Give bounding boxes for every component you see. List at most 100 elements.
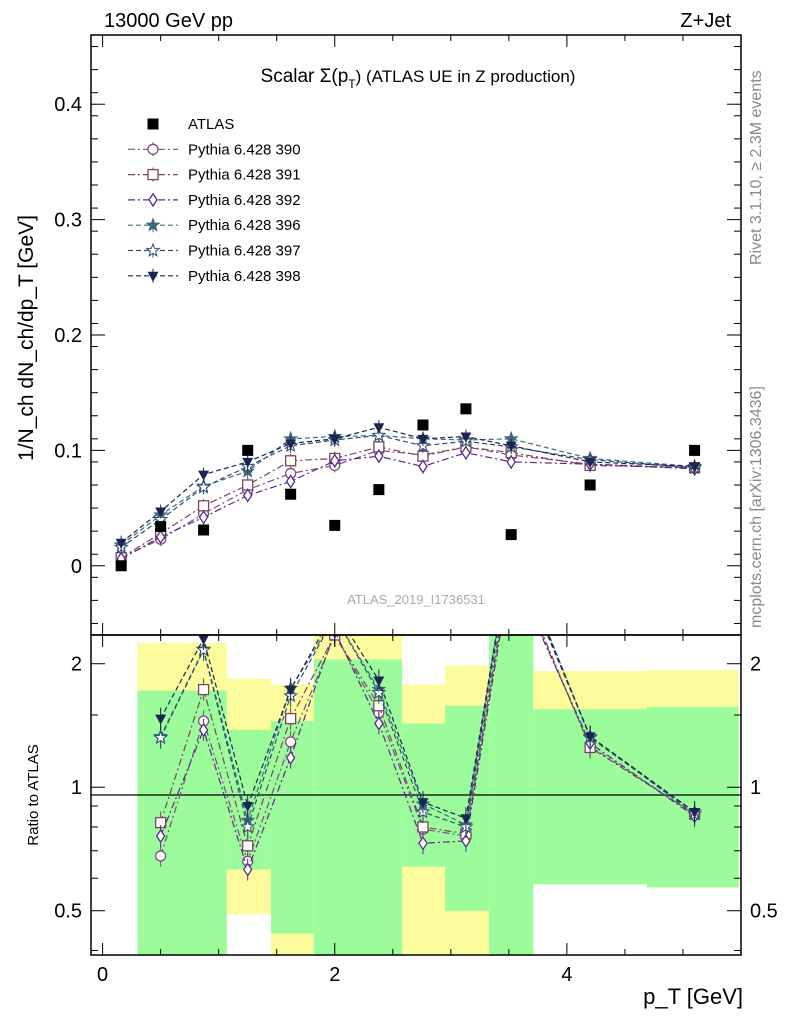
main-point-s398: [285, 439, 297, 450]
y-tick-label: 0.3: [54, 210, 82, 232]
ratio-point-s392: [285, 750, 296, 765]
main-point-s398: [155, 507, 167, 518]
main-series-group: [113, 403, 703, 572]
main-point-data: [115, 560, 127, 572]
main-line-s392: [120, 452, 695, 560]
ratio-point-s392: [198, 722, 209, 738]
main-point-data: [329, 519, 341, 531]
main-point-data: [242, 444, 254, 456]
ratio-point-s398: [689, 808, 701, 819]
main-point-s398: [584, 457, 596, 468]
ratio-point-s397: [153, 729, 169, 745]
main-point-s392: [506, 454, 516, 470]
ratio-point-s398: [242, 802, 254, 813]
main-point-s392: [418, 459, 428, 474]
ratio-panel-frame: [90, 634, 742, 956]
legend-marker-s396: [145, 217, 161, 232]
ratio-point-s398: [329, 606, 340, 616]
main-point-s392: [461, 445, 471, 460]
main-point-s398: [329, 434, 341, 445]
ratio-point-s398: [285, 685, 297, 696]
x-axis-label: p_T [GeV]: [643, 984, 743, 1009]
legend-marker-s391: [147, 168, 159, 181]
main-point-s391: [197, 500, 210, 512]
main-point-s398: [198, 470, 210, 481]
legend-marker-s392: [148, 192, 158, 208]
main-point-s398: [689, 462, 701, 473]
main-point-data: [285, 488, 297, 500]
ratio-point-s391: [242, 840, 254, 852]
legend: ATLAS Pythia 6.428 390 Pythia 6.428 391 Pyt…: [128, 116, 301, 285]
ratio-point-s390: [154, 850, 167, 862]
main-point-data: [460, 403, 472, 415]
ratio-point-s397: [505, 543, 517, 555]
ratio-point-s398: [584, 732, 596, 743]
ratio-point-s390: [506, 559, 516, 569]
ratio-point-s398: [417, 798, 429, 809]
main-line-s398: [120, 426, 695, 544]
y-tick-label: 0.2: [54, 325, 82, 347]
main-point-data: [198, 524, 210, 536]
ratio-y-tick-label-right: 0.5: [750, 901, 778, 923]
process-label: Z+Jet: [680, 10, 731, 32]
ratio-point-s390: [284, 736, 297, 748]
main-point-s392: [155, 529, 166, 545]
chart-title: Scalar Σ(pT) (ATLAS UE in Z production): [261, 66, 576, 91]
ratio-y-tick-label-left: 1: [71, 777, 82, 799]
band-inner-0: [137, 690, 227, 955]
y-tick-label: 0: [71, 556, 82, 578]
legend-label-data: ATLAS: [188, 116, 234, 133]
legend-label-s391: Pythia 6.428 391: [188, 167, 301, 184]
ratio-point-s392: [242, 862, 253, 877]
ratio-point-s391: [284, 712, 297, 725]
legend-label-s398: Pythia 6.428 398: [188, 268, 301, 285]
ratio-clipped: [153, 541, 703, 881]
main-point-s397: [196, 479, 212, 494]
main-point-s397: [371, 427, 387, 442]
ratio-series-group: [153, 541, 703, 881]
ratio-point-s398: [198, 635, 209, 645]
x-tick-label: 2: [329, 964, 340, 986]
ratio-point-s397: [329, 611, 341, 623]
main-point-s398: [417, 434, 429, 445]
main-y-axis-label: 1/N_ch dN_ch/dp_T [GeV]: [15, 215, 38, 461]
main-point-data: [505, 529, 517, 541]
ratio-y-tick-label-left: 0.5: [54, 901, 82, 923]
ratio-point-s397: [240, 819, 256, 834]
main-point-s398: [242, 457, 254, 468]
main-line-s397: [120, 434, 695, 548]
ratio-point-s397: [371, 684, 387, 700]
legend-marker-s390: [147, 143, 159, 155]
main-point-s392: [374, 448, 384, 464]
legend-label-s396: Pythia 6.428 396: [188, 217, 301, 234]
ratio-uncertainty-bands: [137, 635, 739, 955]
ratio-point-s391: [417, 821, 429, 833]
ratio-point-s398: [373, 676, 385, 687]
ratio-point-s391: [506, 554, 516, 564]
band-inner-3: [313, 659, 403, 955]
rivet-note: Rivet 3.1.10, ≥ 2.3M events: [748, 70, 765, 265]
energy-label: 13000 GeV pp: [104, 10, 233, 32]
main-point-data: [584, 479, 596, 491]
ratio-point-s398: [506, 541, 517, 551]
main-point-s391: [284, 455, 297, 467]
legend-marker-s398: [147, 271, 159, 282]
ratio-point-s396: [329, 611, 341, 623]
axis-ticks: 0 2 4 0 0.1 0.2 0.3 0.4 0.5 0.5 1 1 2 2: [54, 35, 778, 986]
legend-label-s390: Pythia 6.428 390: [188, 141, 301, 158]
band-inner-8: [646, 706, 739, 888]
legend-label-s392: Pythia 6.428 392: [188, 192, 301, 209]
main-point-s392: [198, 510, 209, 525]
main-point-s398: [505, 441, 517, 452]
legend-label-s397: Pythia 6.428 397: [188, 243, 301, 260]
main-point-data: [417, 419, 429, 431]
main-line-s396: [120, 434, 695, 546]
ratio-y-tick-label-right: 2: [750, 654, 761, 676]
x-tick-label: 0: [97, 964, 108, 986]
ratio-point-s391: [197, 683, 210, 696]
ratio-y-axis-label: Ratio to ATLAS: [25, 744, 42, 845]
y-tick-label: 0.1: [54, 440, 82, 462]
legend-marker-data: [147, 118, 159, 130]
x-tick-label: 4: [561, 964, 572, 986]
